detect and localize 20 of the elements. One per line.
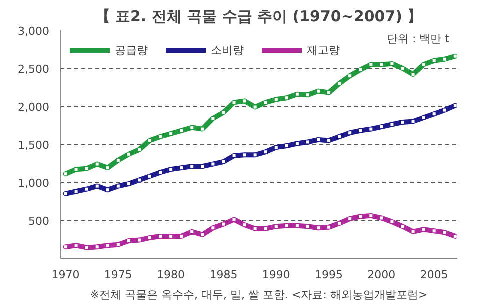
y-tick-label: 2,500 (18, 63, 50, 76)
x-tick-label: 1980 (157, 268, 186, 282)
legend-label: 재고량 (307, 42, 340, 58)
x-tick-label: 1995 (315, 268, 344, 282)
x-tick-label: 1975 (104, 268, 132, 282)
y-tick-label: 3,000 (18, 25, 50, 38)
x-tick-label: 2005 (420, 268, 448, 282)
text: ※전체 곡물은 옥수수, 대두, 밀, 쌀 포함. <자료: 해외농업개발포럼> (90, 288, 428, 302)
x-tick-label: 1970 (52, 268, 80, 282)
y-tick-label: 2,000 (18, 101, 50, 114)
x-tick-label: 2000 (368, 268, 396, 282)
chart-title: 【 표2. 전체 곡물 수급 추이 (1970~2007) 】 (95, 8, 423, 26)
y-tick-label: 1,000 (18, 177, 50, 190)
y-tick-label: 500 (28, 215, 50, 228)
y-tick-label: 1,500 (18, 139, 50, 152)
annotation: 단위 : 백만 t (386, 32, 450, 46)
legend-label: 공급량 (115, 42, 148, 58)
x-tick-label: 1990 (262, 268, 290, 282)
legend-label: 소비량 (211, 42, 244, 58)
x-tick-label: 1985 (210, 268, 238, 282)
